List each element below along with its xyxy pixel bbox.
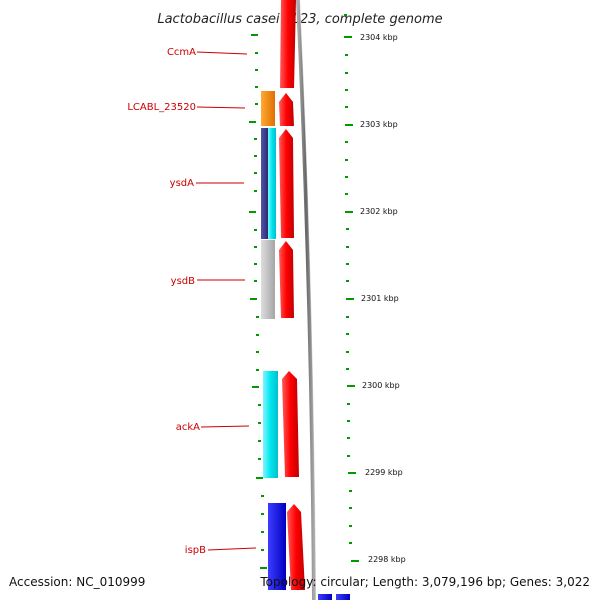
gene-label[interactable]: ackA bbox=[176, 422, 200, 433]
gene-label[interactable]: CcmA bbox=[167, 47, 196, 58]
kbp-label: 2301 kbp bbox=[361, 294, 399, 303]
gene-label[interactable]: ysdA bbox=[170, 178, 194, 189]
kbp-label: 2304 kbp bbox=[360, 33, 398, 42]
forward-strand-genes bbox=[279, 0, 305, 590]
blue-gene bbox=[336, 594, 350, 600]
accession-text: Accession: NC_010999 bbox=[9, 575, 145, 589]
forward-gene bbox=[282, 371, 299, 477]
forward-gene bbox=[279, 241, 294, 318]
cyan-gene bbox=[268, 128, 276, 239]
topology-text: Topology: circular; Length: 3,079,196 bp… bbox=[259, 575, 590, 589]
kbp-label: 2299 kbp bbox=[365, 468, 403, 477]
gene-leader-line bbox=[196, 106, 246, 109]
gene-leader-line bbox=[207, 547, 257, 551]
forward-gene bbox=[280, 0, 296, 88]
genome-backbone bbox=[296, 0, 316, 600]
tick-track-right bbox=[344, 14, 359, 562]
kbp-label: 2303 kbp bbox=[360, 120, 398, 129]
forward-gene bbox=[279, 93, 294, 126]
forward-gene bbox=[287, 504, 305, 590]
forward-gene bbox=[279, 129, 294, 238]
kbp-label: 2302 kbp bbox=[360, 207, 398, 216]
gene-leader-line bbox=[200, 425, 250, 428]
orange-gene bbox=[261, 91, 275, 126]
gene-label[interactable]: ysdB bbox=[171, 276, 195, 287]
gene-label-group: CcmA LCABL_23520 ysdA ysdB ackA ispB bbox=[127, 47, 257, 556]
gene-label[interactable]: ispB bbox=[185, 545, 206, 556]
reverse-strand-genes bbox=[261, 91, 350, 600]
navy-gene bbox=[261, 128, 268, 239]
gene-leader-line bbox=[196, 51, 248, 55]
genome-backbone-highlight bbox=[299, 0, 317, 600]
gene-label[interactable]: LCABL_23520 bbox=[127, 102, 196, 113]
kbp-label: 2300 kbp bbox=[362, 381, 400, 390]
tick-track-left bbox=[249, 34, 267, 569]
blue-gene bbox=[268, 503, 286, 590]
blue-gene bbox=[318, 594, 332, 600]
kbp-label: 2298 kbp bbox=[368, 555, 406, 564]
gray-gene bbox=[261, 240, 275, 319]
cyan-gene bbox=[263, 371, 278, 478]
